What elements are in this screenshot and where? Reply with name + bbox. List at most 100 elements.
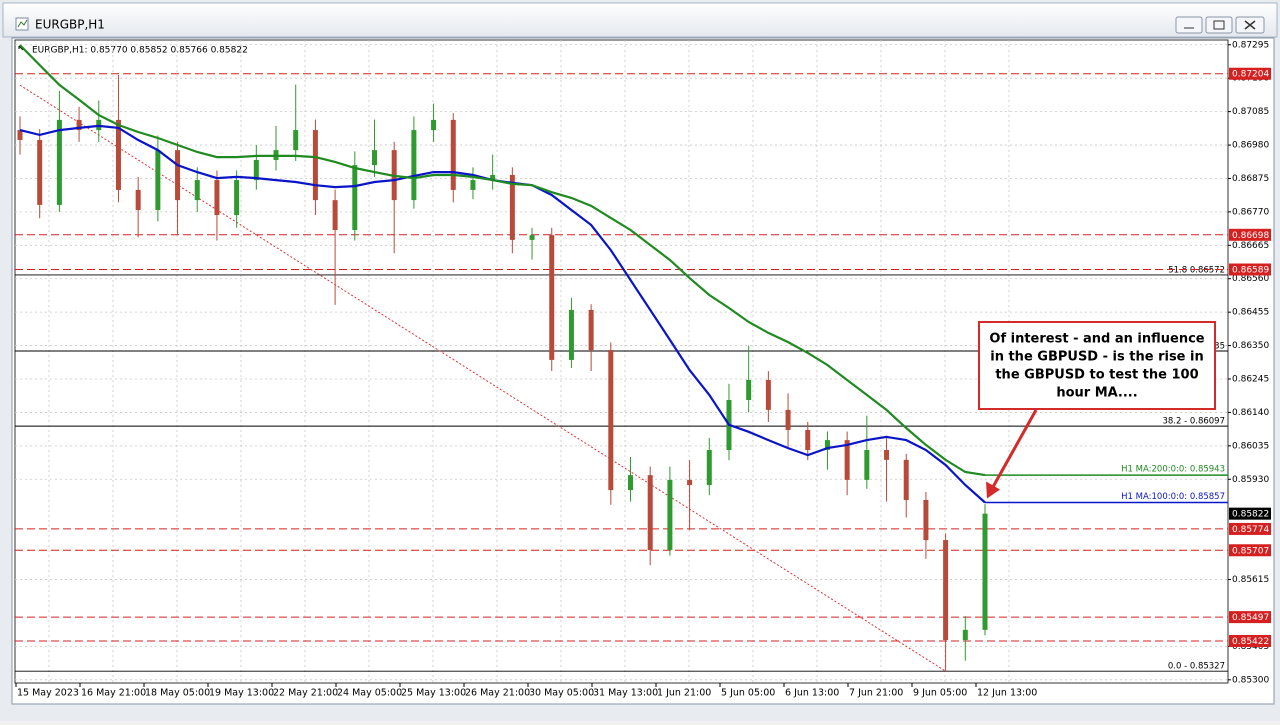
x-tick-label: 15 May 2023 [17,688,79,699]
x-tick-label: 24 May 05:00 [337,688,402,699]
level-label: 0.85497 [1232,613,1269,623]
candle-body [431,119,437,131]
x-tick-label: 16 May 21:00 [81,688,146,699]
minimize-button[interactable] [1175,16,1203,34]
candle-body [805,429,811,450]
x-tick-label: 25 May 13:00 [401,688,466,699]
current-price-label: 0.85822 [1232,510,1269,520]
title-bar [2,2,1278,38]
y-tick-label: 0.86560 [1232,274,1269,284]
candle-body [293,130,299,151]
candle-body [253,160,259,181]
level-label: 0.85774 [1232,525,1269,535]
annotation-text: Of interest - and an influence [989,332,1204,347]
y-tick-label: 0.86350 [1232,341,1269,351]
moving-average-line [19,44,986,477]
candle-body [628,475,634,491]
candle-body [687,479,693,486]
candle-body [549,235,555,360]
x-tick-label: 30 May 05:00 [529,688,594,699]
candle-body [647,475,653,550]
level-tag [1229,67,1271,80]
x-tick-label: 31 May 13:00 [593,688,658,699]
y-tick-label: 0.85615 [1232,575,1269,585]
candle-body [371,150,377,166]
y-tick-label: 0.86875 [1232,174,1269,184]
price-info: EURGBP,H1: 0.85770 0.85852 0.85766 0.858… [32,46,248,56]
candle-body [608,350,614,491]
candle-body [470,180,476,190]
y-tick-label: 0.86035 [1232,441,1269,451]
y-tick-label: 0.85930 [1232,475,1269,485]
candle-body [332,200,338,231]
level-label: 0.86698 [1232,231,1269,241]
candle-body [529,235,535,240]
candle-body [884,449,890,460]
annotation-text: in the GBPUSD - is the rise in [990,350,1204,365]
fibonacci-label: 0.0 - 0.85327 [1168,662,1225,672]
candle-body [234,180,240,216]
window-icon [15,17,29,31]
window-title: EURGBP,H1 [35,18,105,32]
x-tick-label: 22 May 21:00 [273,688,338,699]
y-tick-label: 0.86980 [1232,141,1269,151]
candle-body [824,440,830,450]
candle-body [864,449,870,480]
candle-body [490,174,496,181]
x-tick-label: 19 May 13:00 [209,688,274,699]
candle-body [765,379,771,410]
candle-body [844,440,850,480]
fibonacci-label: 38.2 - 0.86097 [1162,417,1225,427]
level-tag [1229,634,1271,647]
candle-body [962,629,968,641]
candle-body [37,139,43,205]
candle-body [56,119,62,205]
x-tick-label: 9 Jun 05:00 [913,688,967,699]
candle-body [352,165,358,231]
fibonacci-label: 35 [1214,341,1225,351]
trendline [19,84,946,672]
candle-body [155,150,161,210]
candle-body [568,309,574,360]
candle-body [785,409,791,430]
level-label: 0.85707 [1232,546,1269,556]
x-tick-label: 18 May 05:00 [145,688,210,699]
x-tick-label: 5 Jun 05:00 [721,688,775,699]
candle-body [135,189,141,210]
candle-body [982,513,988,630]
x-tick-label: 26 May 21:00 [465,688,530,699]
fibonacci-label: 51.8 0.86572 [1168,265,1225,275]
candle-body [450,119,456,190]
candle-body [214,180,220,216]
level-label: 0.85422 [1232,637,1269,647]
y-tick-label: 0.85300 [1232,675,1269,685]
y-tick-label: 0.86665 [1232,241,1269,251]
level-label: 0.87204 [1232,70,1269,80]
candle-body [903,459,909,500]
level-tag [1229,228,1271,241]
maximize-button[interactable] [1205,16,1233,34]
x-tick-label: 7 Jun 21:00 [849,688,903,699]
candle-body [588,309,594,351]
candle-body [312,130,318,201]
candle-body [923,499,929,541]
level-tag [1229,611,1271,624]
y-tick-label: 0.87085 [1232,107,1269,117]
candle-body [706,449,712,486]
x-tick-label: 1 Jun 21:00 [657,688,711,699]
moving-average-label: H1 MA:200:0:0: 0.85943 [1121,465,1225,475]
candle-body [411,130,417,201]
y-tick-label: 0.86245 [1232,375,1269,385]
maximize-glyph [1213,20,1225,30]
x-tick-label: 12 Jun 13:00 [977,688,1037,699]
x-tick-label: 6 Jun 13:00 [785,688,839,699]
annotation-arrowhead [986,481,1000,499]
candle-body [76,119,82,131]
moving-average-label: H1 MA:100:0:0: 0.85857 [1121,492,1225,502]
level-tag [1229,544,1271,557]
y-tick-label: 0.86770 [1232,207,1269,217]
annotation-text: the GBPUSD to test the 100 [995,368,1198,383]
annotation: Of interest - and an influence in the GBP… [978,321,1216,410]
